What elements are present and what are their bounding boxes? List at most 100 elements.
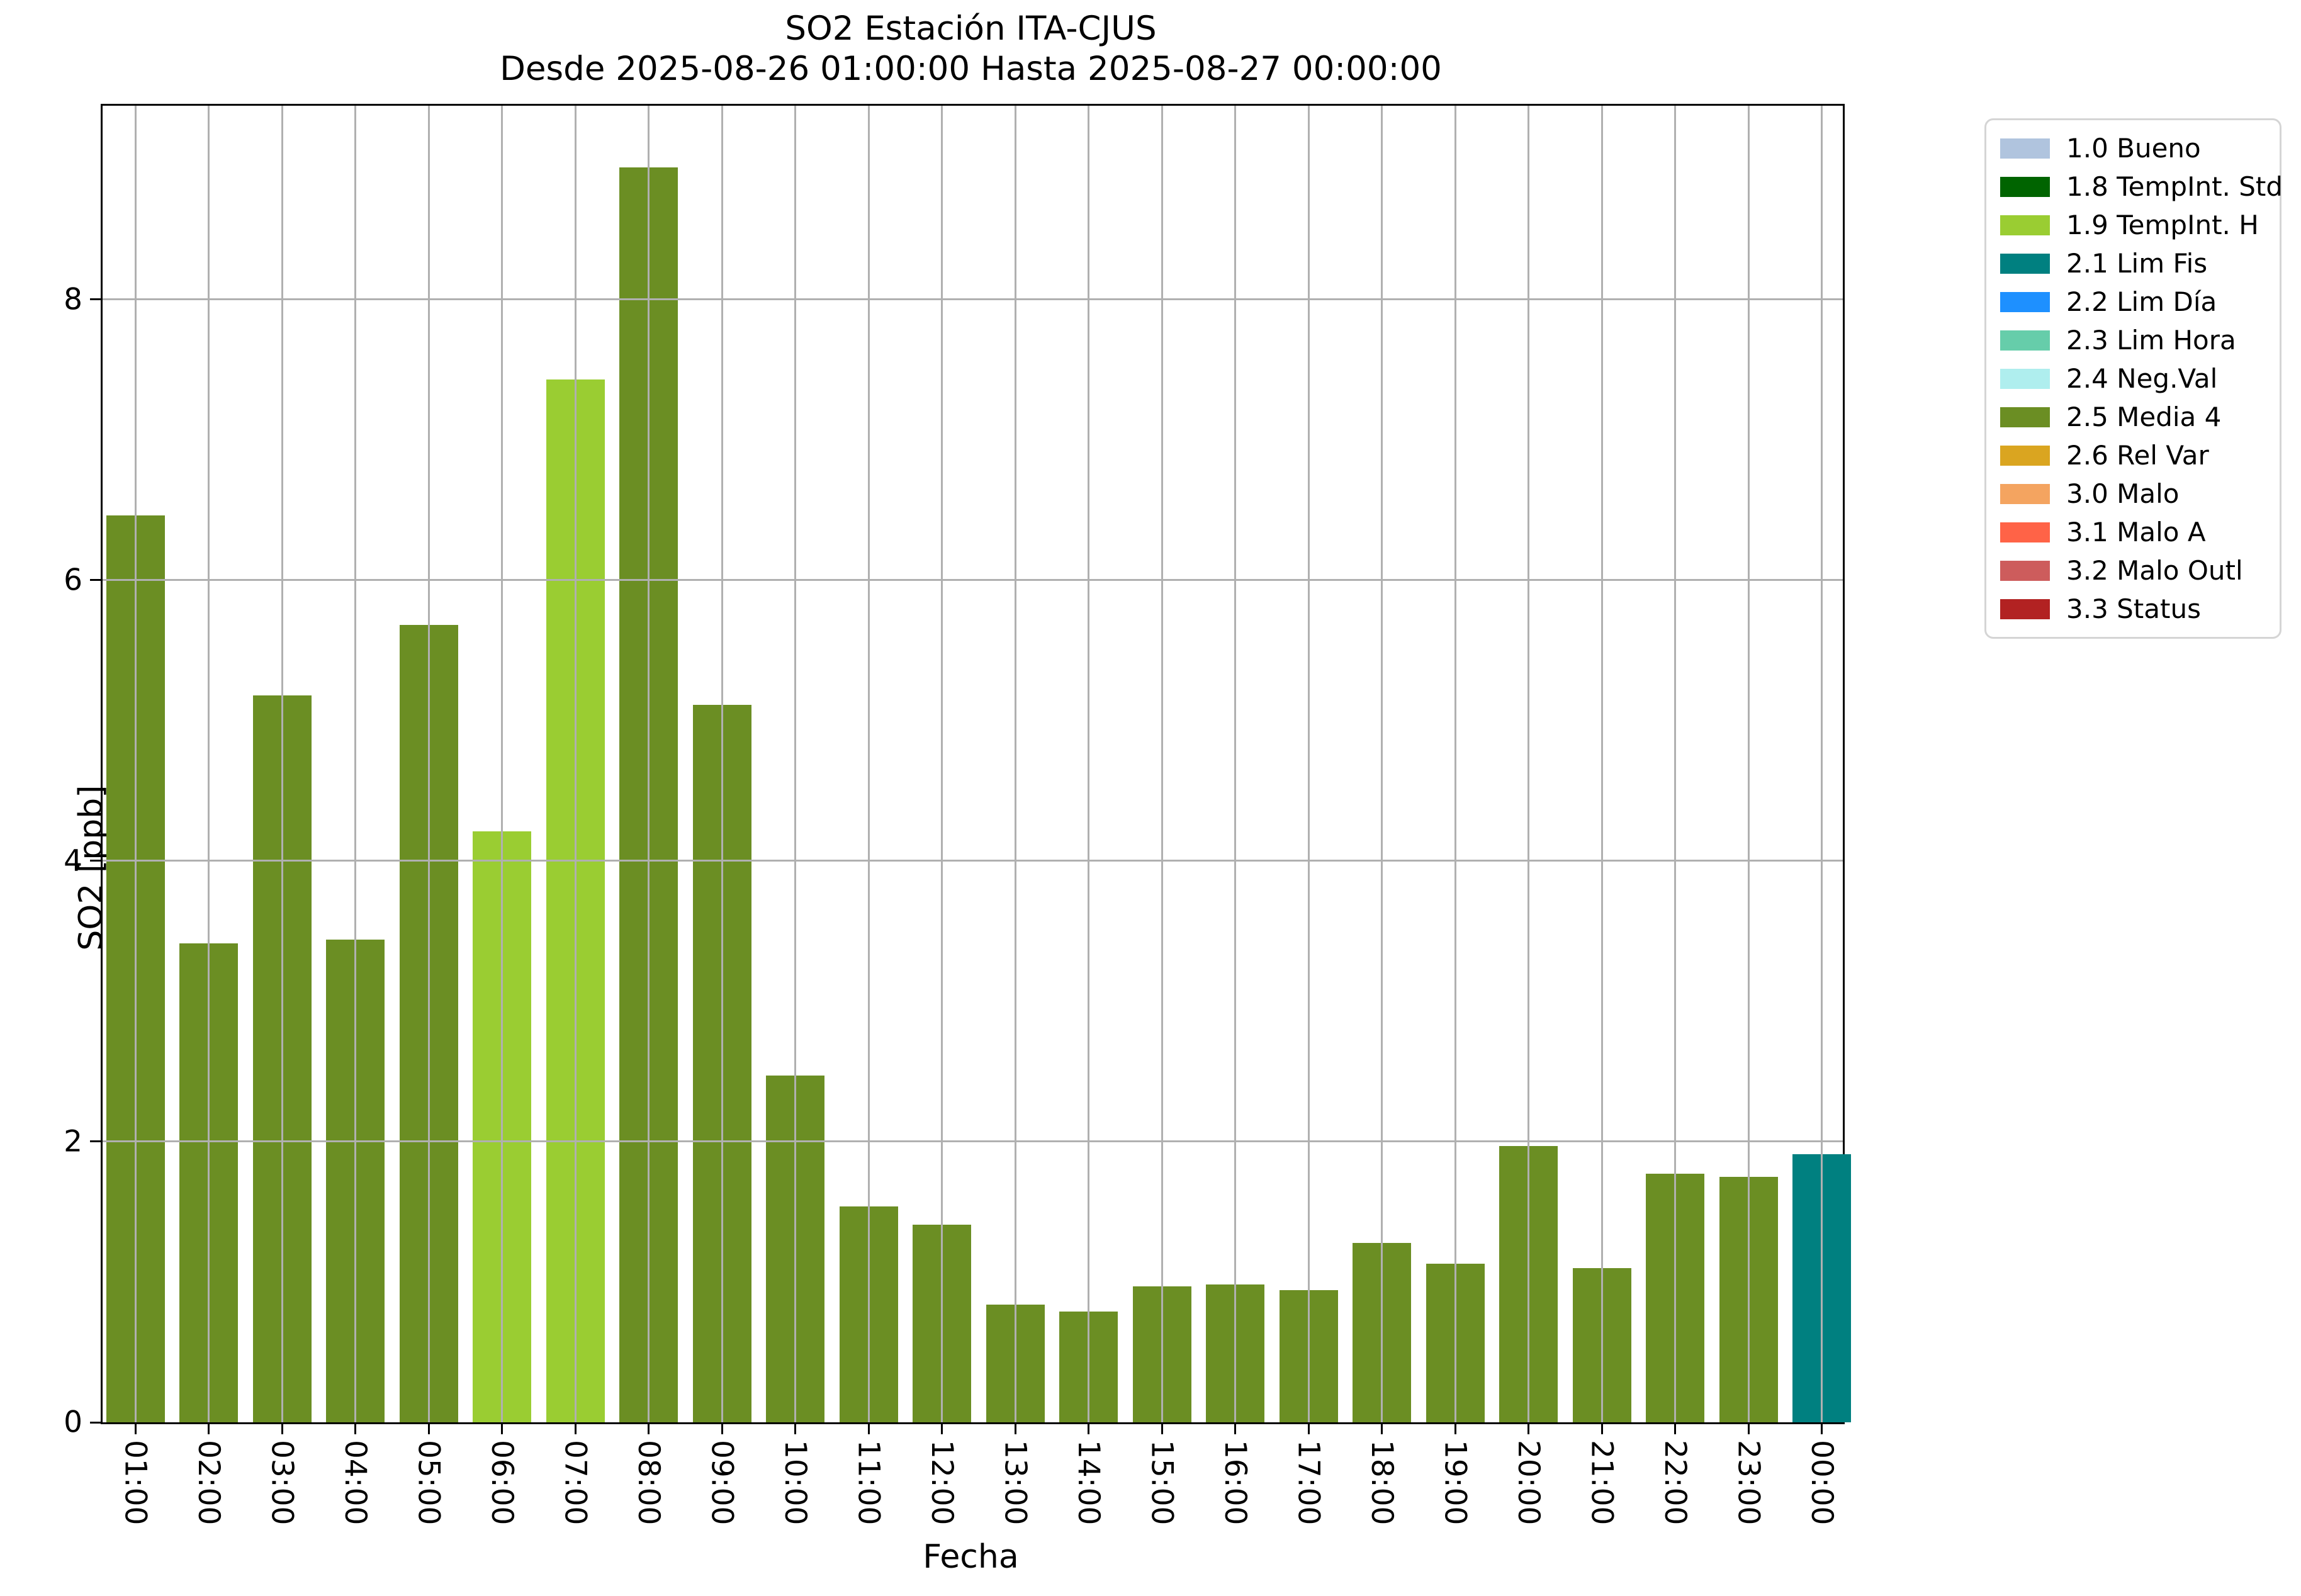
y-tick-mark	[90, 298, 101, 301]
y-tick-label: 4	[64, 843, 82, 879]
x-tick-mark	[1601, 1424, 1603, 1434]
x-tick-label: 05:00	[411, 1440, 446, 1526]
legend-swatch-1.9	[2000, 215, 2050, 235]
x-tick-mark	[1381, 1424, 1383, 1434]
legend-item-2.5: 2.5 Media 4	[2000, 402, 2266, 432]
y-tick-label: 8	[64, 282, 82, 317]
plot-area: SO2 [ppb] 01:00 02:00 03:00 04:00 05:00 06:00…	[64, 104, 1851, 1525]
legend-item-2.4: 2.4 Neg.Val	[2000, 363, 2266, 394]
x-tick-label: 02:00	[191, 1440, 226, 1526]
x-tick-mark	[208, 1424, 210, 1434]
y-tick-mark	[90, 1140, 101, 1143]
legend-swatch-1.8	[2000, 176, 2050, 197]
legend-swatch-2.6	[2000, 445, 2050, 466]
legend-item-2.3: 2.3 Lim Hora	[2000, 325, 2266, 356]
x-gridline	[1014, 106, 1016, 1422]
x-tick-mark	[1088, 1424, 1089, 1434]
x-tick-label: 22:00	[1658, 1440, 1692, 1526]
x-gridline	[574, 106, 577, 1422]
x-gridline	[134, 106, 137, 1422]
x-gridline	[1454, 106, 1456, 1422]
legend-swatch-3.2	[2000, 560, 2050, 581]
x-tick-mark	[1014, 1424, 1016, 1434]
x-tick-label: 18:00	[1364, 1440, 1399, 1526]
x-gridline	[1307, 106, 1310, 1422]
x-tick-label: 19:00	[1437, 1440, 1473, 1526]
x-tick-mark	[721, 1424, 723, 1434]
x-gridline	[281, 106, 283, 1422]
y-gridline	[103, 579, 1843, 582]
x-tick-mark	[574, 1424, 577, 1434]
x-gridline	[501, 106, 503, 1422]
legend-item-1.9: 1.9 TempInt. H	[2000, 210, 2266, 240]
chart-subtitle: Desde 2025-08-26 01:00:00 Hasta 2025-08-…	[500, 50, 1442, 88]
x-gridline	[1381, 106, 1383, 1422]
legend-item-1.8: 1.8 TempInt. Std	[2000, 171, 2283, 202]
legend-item-2.6: 2.6 Rel Var	[2000, 440, 2266, 471]
legend-item-3.2: 3.2 Malo Outl	[2000, 555, 2266, 586]
x-tick-mark	[648, 1424, 650, 1434]
x-tick-label: 21:00	[1584, 1440, 1619, 1526]
x-tick-label: 08:00	[631, 1440, 666, 1526]
legend-swatch-2.2	[2000, 291, 2050, 312]
x-gridline	[1821, 106, 1823, 1422]
x-tick-mark	[427, 1424, 430, 1434]
y-gridline	[103, 860, 1843, 862]
y-tick-mark	[90, 1421, 101, 1424]
x-gridline	[867, 106, 870, 1422]
x-tick-label: 23:00	[1731, 1440, 1766, 1526]
chart-title-block: SO2 Estación ITA-CJUS Desde 2025-08-26 0…	[101, 9, 1841, 89]
legend-label: 2.2 Lim Día	[2066, 286, 2217, 317]
x-tick-label: 01:00	[118, 1440, 153, 1526]
x-tick-label: 07:00	[558, 1440, 593, 1526]
legend-label: 2.3 Lim Hora	[2066, 325, 2236, 356]
legend-swatch-1.0	[2000, 138, 2050, 159]
x-tick-mark	[134, 1424, 137, 1434]
x-tick-mark	[1527, 1424, 1529, 1434]
x-tick-label: 04:00	[338, 1440, 373, 1526]
legend-label: 1.8 TempInt. Std	[2066, 171, 2283, 202]
x-tick-mark	[281, 1424, 283, 1434]
legend-item-2.1: 2.1 Lim Fis	[2000, 248, 2266, 279]
x-tick-label: 15:00	[1144, 1440, 1179, 1526]
x-tick-mark	[1161, 1424, 1163, 1434]
legend-label: 3.2 Malo Outl	[2066, 555, 2243, 586]
x-tick-label: 20:00	[1511, 1440, 1546, 1526]
x-axis-label: Fecha	[923, 1538, 1019, 1576]
legend-item-1.0: 1.0 Bueno	[2000, 133, 2266, 164]
x-gridline	[1161, 106, 1163, 1422]
x-tick-mark	[941, 1424, 943, 1434]
x-tick-mark	[501, 1424, 503, 1434]
x-gridline	[794, 106, 796, 1422]
y-gridline	[103, 1140, 1843, 1143]
x-tick-label: 12:00	[925, 1440, 959, 1526]
legend-label: 2.5 Media 4	[2066, 402, 2222, 432]
x-tick-mark	[1674, 1424, 1676, 1434]
legend-swatch-2.4	[2000, 368, 2050, 389]
legend-swatch-3.3	[2000, 598, 2050, 619]
y-tick-label: 2	[64, 1124, 82, 1159]
x-gridline	[1527, 106, 1529, 1422]
legend-label: 3.3 Status	[2066, 593, 2201, 624]
x-tick-label: 03:00	[264, 1440, 300, 1526]
legend-label: 1.0 Bueno	[2066, 133, 2201, 164]
legend-label: 3.0 Malo	[2066, 478, 2180, 509]
legend-label: 2.4 Neg.Val	[2066, 363, 2218, 394]
x-tick-mark	[794, 1424, 796, 1434]
x-tick-mark	[354, 1424, 356, 1434]
x-gridline	[648, 106, 650, 1422]
x-tick-mark	[1234, 1424, 1236, 1434]
x-gridline	[1674, 106, 1676, 1422]
x-tick-label: 14:00	[1071, 1440, 1106, 1526]
x-tick-label: 09:00	[704, 1440, 740, 1526]
legend-label: 2.1 Lim Fis	[2066, 248, 2208, 279]
x-tick-label: 13:00	[998, 1440, 1033, 1526]
legend-item-3.0: 3.0 Malo	[2000, 478, 2266, 509]
x-tick-label: 11:00	[851, 1440, 886, 1526]
legend-swatch-2.5	[2000, 407, 2050, 427]
x-gridline	[1601, 106, 1603, 1422]
x-tick-label: 16:00	[1218, 1440, 1252, 1526]
legend-swatch-2.3	[2000, 330, 2050, 351]
y-tick-label: 0	[64, 1405, 82, 1440]
